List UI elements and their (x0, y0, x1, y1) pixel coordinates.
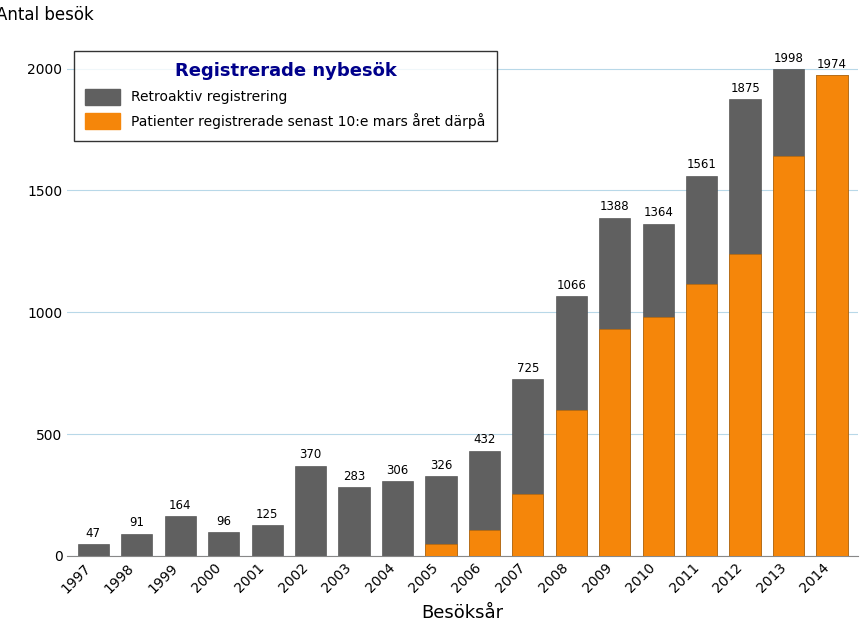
Bar (512, 379, 543, 556)
Bar (773, 69, 804, 556)
Bar (338, 487, 369, 556)
Legend: Retroaktiv registrering, Patienter registrerade senast 10:e mars året därpå: Retroaktiv registrering, Patienter regis… (74, 51, 497, 140)
Text: 283: 283 (343, 469, 365, 482)
Text: 306: 306 (387, 464, 408, 477)
Text: 1875: 1875 (730, 82, 760, 95)
Bar (686, 284, 717, 556)
Bar (729, 99, 760, 556)
Bar (164, 516, 195, 556)
Bar (643, 223, 674, 556)
Text: 1998: 1998 (773, 52, 804, 65)
Bar (469, 530, 500, 556)
Bar (599, 330, 631, 556)
Text: 725: 725 (516, 362, 539, 375)
Text: 1974: 1974 (817, 58, 847, 70)
Bar (426, 476, 457, 556)
Text: 91: 91 (129, 516, 144, 530)
Bar (78, 545, 109, 556)
Bar (555, 409, 587, 556)
Bar (121, 533, 152, 556)
Text: Antal besök: Antal besök (0, 6, 94, 24)
Text: 432: 432 (473, 433, 496, 446)
Text: 125: 125 (256, 508, 279, 521)
Text: 47: 47 (86, 527, 101, 540)
Bar (817, 75, 848, 556)
Text: 1561: 1561 (687, 159, 716, 171)
Bar (252, 525, 283, 556)
Bar (208, 533, 240, 556)
Bar (773, 157, 804, 556)
Bar (555, 296, 587, 556)
Text: 1066: 1066 (556, 279, 586, 292)
X-axis label: Besöksår: Besöksår (421, 604, 503, 622)
Bar (817, 75, 848, 556)
Bar (643, 317, 674, 556)
Bar (686, 175, 717, 556)
Text: 96: 96 (216, 515, 231, 528)
Bar (729, 254, 760, 556)
Text: 1364: 1364 (644, 206, 673, 220)
Bar (469, 450, 500, 556)
Text: 164: 164 (169, 499, 191, 511)
Bar (381, 481, 413, 556)
Bar (295, 465, 326, 556)
Bar (599, 218, 631, 556)
Bar (512, 494, 543, 556)
Text: 370: 370 (299, 448, 322, 461)
Text: 1388: 1388 (600, 201, 630, 213)
Bar (426, 543, 457, 556)
Text: 326: 326 (430, 459, 452, 472)
